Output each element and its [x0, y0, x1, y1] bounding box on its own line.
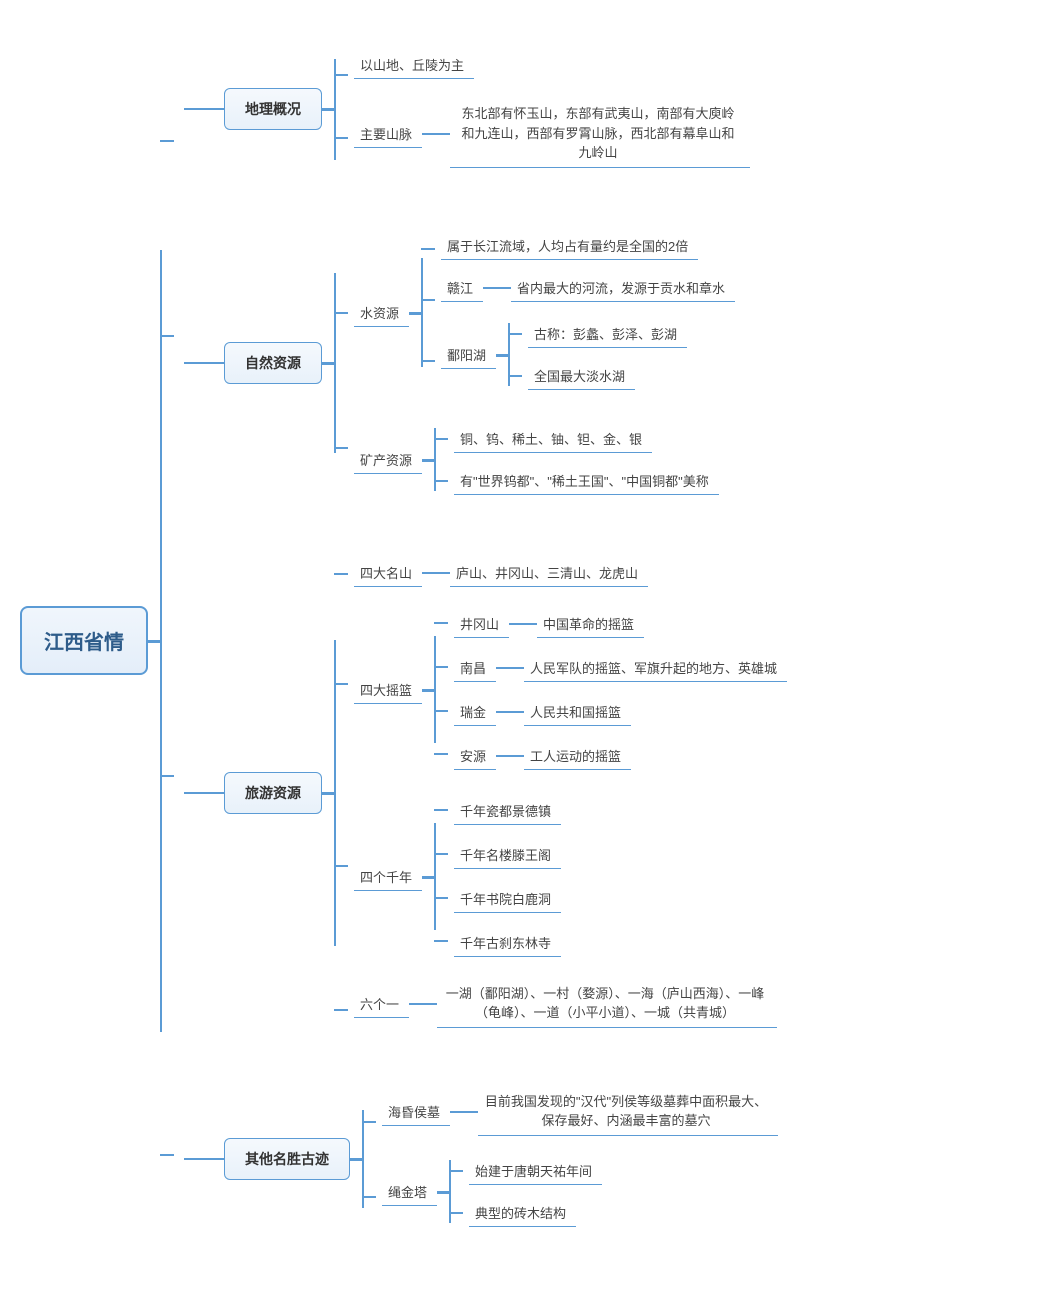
connector	[496, 755, 524, 757]
mineral-titles[interactable]: 有"世界钨都"、"稀土王国"、"中国铜都"美称	[454, 467, 719, 495]
node-tourism[interactable]: 旅游资源	[224, 772, 322, 814]
bracket	[434, 606, 454, 774]
cradle3-detail[interactable]: 人民共和国摇篮	[524, 698, 631, 726]
tower-label[interactable]: 绳金塔	[382, 1178, 437, 1206]
connector	[483, 287, 511, 289]
mineral-label[interactable]: 矿产资源	[354, 446, 422, 474]
poyang-old-names[interactable]: 古称：彭蠡、彭泽、彭湖	[528, 320, 687, 348]
connector	[184, 792, 224, 794]
mountains-label[interactable]: 四大名山	[354, 559, 422, 587]
cradles-row: 四大摇篮 井冈山 中国革命的摇篮	[354, 606, 787, 774]
mill2[interactable]: 千年名楼滕王阁	[454, 841, 561, 869]
geo-mountain-detail[interactable]: 东北部有怀玉山，东部有武夷山，南部有大庾岭和九连山，西部有罗霄山脉，西北部有幕阜…	[450, 100, 750, 168]
connector	[184, 108, 224, 110]
mineral-list[interactable]: 铜、钨、稀土、铀、钽、金、银	[454, 425, 652, 453]
connector	[496, 667, 524, 669]
geo-item1[interactable]: 以山地、丘陵为主	[354, 51, 474, 79]
connector	[422, 133, 450, 135]
connector	[184, 362, 224, 364]
cradle1-label[interactable]: 井冈山	[454, 610, 509, 638]
water-overview[interactable]: 属于长江流域，人均占有量约是全国的2倍	[441, 232, 698, 260]
geo-children: 以山地、丘陵为主 主要山脉 东北部有怀玉山，东部有武夷山，南部有大庾岭和九连山，…	[354, 46, 750, 173]
water-children: 属于长江流域，人均占有量约是全国的2倍 赣江 省内最大的河流，发源于贡水和章水 …	[441, 228, 735, 398]
bracket	[434, 421, 454, 499]
connector	[409, 1003, 437, 1005]
tower-row: 绳金塔 始建于唐朝天祐年间 典型的砖木结构	[382, 1153, 778, 1231]
millennia-children: 千年瓷都景德镇 千年名楼滕王阁 千年书院白鹿洞 千年古刹东林寺	[454, 793, 561, 961]
branch-tourism: 旅游资源 四大名山 庐山、井冈山、三清山、龙虎山 四大摇篮	[184, 554, 787, 1033]
haihun-row: 海昏侯墓 目前我国发现的"汉代"列侯等级墓葬中面积最大、保存最好、内涵最丰富的墓…	[382, 1088, 778, 1136]
tourism-children: 四大名山 庐山、井冈山、三清山、龙虎山 四大摇篮	[354, 554, 787, 1033]
cradle1-detail[interactable]: 中国革命的摇篮	[537, 610, 644, 638]
level1-branches: 地理概况 以山地、丘陵为主 主要山脉 东北部有怀玉山，东部有武夷山，南部有大庾岭…	[184, 30, 787, 1252]
haihun-label[interactable]: 海昏侯墓	[382, 1098, 450, 1126]
cradle2-label[interactable]: 南昌	[454, 654, 496, 682]
bracket	[449, 1153, 469, 1231]
tower-children: 始建于唐朝天祐年间 典型的砖木结构	[469, 1153, 602, 1231]
haihun-detail[interactable]: 目前我国发现的"汉代"列侯等级墓葬中面积最大、保存最好、内涵最丰富的墓穴	[478, 1088, 778, 1136]
node-geo[interactable]: 地理概况	[224, 88, 322, 130]
connector	[509, 623, 537, 625]
millennia-label[interactable]: 四个千年	[354, 863, 422, 891]
mill1[interactable]: 千年瓷都景德镇	[454, 797, 561, 825]
branch-geo: 地理概况 以山地、丘陵为主 主要山脉 东北部有怀玉山，东部有武夷山，南部有大庾岭…	[184, 46, 787, 173]
connector	[496, 711, 524, 713]
geo-item1-row: 以山地、丘陵为主	[354, 51, 750, 79]
cradle4-detail[interactable]: 工人运动的摇篮	[524, 742, 631, 770]
six-label[interactable]: 六个一	[354, 990, 409, 1018]
cradles-label[interactable]: 四大摇篮	[354, 676, 422, 704]
bracket	[434, 793, 454, 961]
mountains-row: 四大名山 庐山、井冈山、三清山、龙虎山	[354, 559, 787, 587]
cradle4-label[interactable]: 安源	[454, 742, 496, 770]
bracket	[334, 223, 354, 504]
mindmap-root: 江西省情 地理概况 以山地、丘陵为主 主要山脉 东北部有怀	[20, 30, 1032, 1252]
other-children: 海昏侯墓 目前我国发现的"汉代"列侯等级墓葬中面积最大、保存最好、内涵最丰富的墓…	[382, 1083, 778, 1236]
poyang-children: 古称：彭蠡、彭泽、彭湖 全国最大淡水湖	[528, 316, 687, 394]
nature-children: 水资源 属于长江流域，人均占有量约是全国的2倍 赣江 省内最大的河流，发源于贡水…	[354, 223, 735, 504]
millennia-row: 四个千年 千年瓷都景德镇 千年名楼滕王阁 千年书院白鹿洞 千年古刹东林寺	[354, 793, 787, 961]
poyang-label[interactable]: 鄱阳湖	[441, 341, 496, 369]
node-nature[interactable]: 自然资源	[224, 342, 322, 384]
bracket	[362, 1083, 382, 1236]
node-other[interactable]: 其他名胜古迹	[224, 1138, 350, 1180]
geo-mountain-label[interactable]: 主要山脉	[354, 120, 422, 148]
bracket	[334, 46, 354, 173]
tower-structure[interactable]: 典型的砖木结构	[469, 1199, 576, 1227]
mountains-detail[interactable]: 庐山、井冈山、三清山、龙虎山	[450, 559, 648, 587]
geo-item2-row: 主要山脉 东北部有怀玉山，东部有武夷山，南部有大庾岭和九连山，西部有罗霄山脉，西…	[354, 100, 750, 168]
cradle2-detail[interactable]: 人民军队的摇篮、军旗升起的地方、英雄城	[524, 654, 787, 682]
mineral-children: 铜、钨、稀土、铀、钽、金、银 有"世界钨都"、"稀土王国"、"中国铜都"美称	[454, 421, 719, 499]
branch-other: 其他名胜古迹 海昏侯墓 目前我国发现的"汉代"列侯等级墓葬中面积最大、保存最好、…	[184, 1083, 787, 1236]
cradles-children: 井冈山 中国革命的摇篮 南昌 人民军队的摇篮、军旗升起的地方、英雄城 瑞金	[454, 606, 787, 774]
connector	[422, 572, 450, 574]
connector	[184, 1158, 224, 1160]
water-row: 水资源 属于长江流域，人均占有量约是全国的2倍 赣江 省内最大的河流，发源于贡水…	[354, 228, 735, 398]
connector	[450, 1111, 478, 1113]
ganjiang-detail[interactable]: 省内最大的河流，发源于贡水和章水	[511, 274, 735, 302]
root-node[interactable]: 江西省情	[20, 606, 148, 675]
root-bracket	[160, 30, 184, 1252]
poyang-largest[interactable]: 全国最大淡水湖	[528, 362, 635, 390]
branch-nature: 自然资源 水资源 属于长江流域，人均占有量约是全国的2倍	[184, 223, 787, 504]
six-detail[interactable]: 一湖（鄱阳湖）、一村（婺源）、一海（庐山西海）、一峰（龟峰）、一道（小平小道）、…	[437, 980, 777, 1028]
bracket	[334, 554, 354, 1033]
mill3[interactable]: 千年书院白鹿洞	[454, 885, 561, 913]
mill4[interactable]: 千年古刹东林寺	[454, 929, 561, 957]
tower-built[interactable]: 始建于唐朝天祐年间	[469, 1157, 602, 1185]
cradle3-label[interactable]: 瑞金	[454, 698, 496, 726]
water-label[interactable]: 水资源	[354, 299, 409, 327]
six-row: 六个一 一湖（鄱阳湖）、一村（婺源）、一海（庐山西海）、一峰（龟峰）、一道（小平…	[354, 980, 787, 1028]
bracket	[421, 228, 441, 398]
ganjiang-label[interactable]: 赣江	[441, 274, 483, 302]
mineral-row: 矿产资源 铜、钨、稀土、铀、钽、金、银 有"世界钨都"、"稀土王国"、"中国铜都…	[354, 421, 735, 499]
bracket	[508, 316, 528, 394]
